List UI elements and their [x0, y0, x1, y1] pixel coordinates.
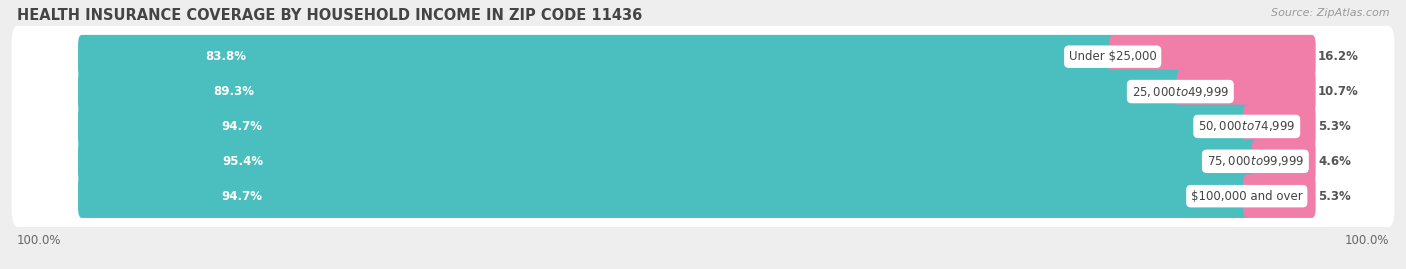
Text: $50,000 to $74,999: $50,000 to $74,999: [1198, 119, 1295, 133]
Text: Under $25,000: Under $25,000: [1069, 50, 1157, 63]
FancyBboxPatch shape: [1109, 35, 1316, 79]
FancyBboxPatch shape: [11, 95, 1395, 157]
Text: 5.3%: 5.3%: [1319, 190, 1351, 203]
Text: 89.3%: 89.3%: [214, 85, 254, 98]
Text: 5.3%: 5.3%: [1319, 120, 1351, 133]
Text: $100,000 and over: $100,000 and over: [1191, 190, 1302, 203]
Text: Source: ZipAtlas.com: Source: ZipAtlas.com: [1271, 8, 1389, 18]
FancyBboxPatch shape: [1177, 70, 1316, 113]
FancyBboxPatch shape: [1243, 105, 1316, 148]
Text: 95.4%: 95.4%: [222, 155, 264, 168]
Text: 83.8%: 83.8%: [205, 50, 246, 63]
FancyBboxPatch shape: [1243, 174, 1316, 218]
FancyBboxPatch shape: [79, 140, 1260, 183]
Text: 94.7%: 94.7%: [222, 190, 263, 203]
Text: $25,000 to $49,999: $25,000 to $49,999: [1132, 84, 1229, 98]
Text: HEALTH INSURANCE COVERAGE BY HOUSEHOLD INCOME IN ZIP CODE 11436: HEALTH INSURANCE COVERAGE BY HOUSEHOLD I…: [17, 8, 643, 23]
Text: 10.7%: 10.7%: [1319, 85, 1358, 98]
FancyBboxPatch shape: [11, 165, 1395, 227]
FancyBboxPatch shape: [79, 70, 1184, 113]
FancyBboxPatch shape: [79, 35, 1116, 79]
Text: 100.0%: 100.0%: [17, 235, 62, 247]
FancyBboxPatch shape: [79, 174, 1250, 218]
FancyBboxPatch shape: [11, 130, 1395, 192]
Text: $75,000 to $99,999: $75,000 to $99,999: [1206, 154, 1305, 168]
FancyBboxPatch shape: [11, 26, 1395, 87]
Text: 100.0%: 100.0%: [1344, 235, 1389, 247]
Text: 94.7%: 94.7%: [222, 120, 263, 133]
FancyBboxPatch shape: [11, 61, 1395, 122]
FancyBboxPatch shape: [1251, 140, 1316, 183]
Text: 4.6%: 4.6%: [1319, 155, 1351, 168]
Text: 16.2%: 16.2%: [1319, 50, 1360, 63]
FancyBboxPatch shape: [79, 105, 1250, 148]
